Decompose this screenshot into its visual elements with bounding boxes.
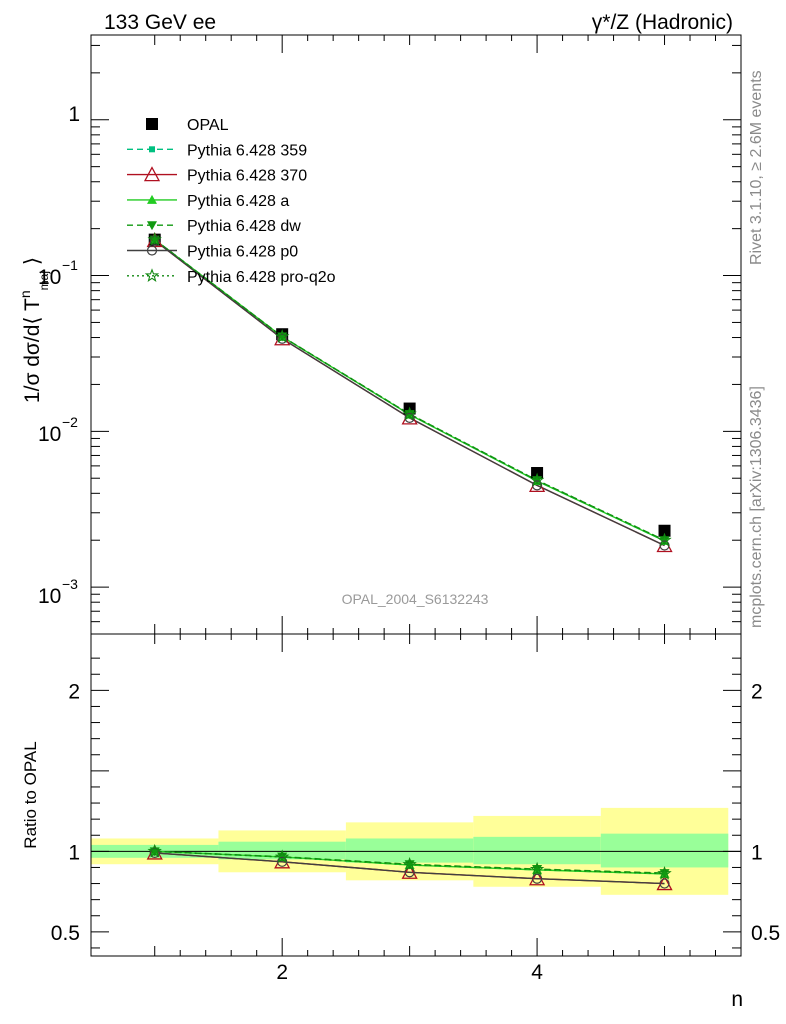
main-point-pythia-6-428-pro-q2o-2: [275, 329, 290, 343]
ylabel-part-sub: maj: [37, 271, 51, 290]
header-left: 133 GeV ee: [104, 11, 216, 34]
ratio-y-tick-label-left: 1: [68, 841, 80, 864]
main-y-tick-labels: 1 10 −1 10 −2 10 −3: [38, 103, 80, 608]
main-point-pythia-6-428-p0-5: [659, 540, 670, 551]
main-point-opal-5: [658, 524, 671, 537]
ratio-point-pythia-6-428-370-5: [656, 875, 673, 891]
legend-label-pythia-6-428-dw: Pythia 6.428 dw: [187, 218, 301, 235]
y-tick-label-10-m1-exp: −1: [62, 257, 78, 273]
ratio-point-pythia-6-428-pro-q2o-2: [275, 849, 290, 864]
ratio-point-pythia-6-428-pro-q2o-4: [529, 861, 545, 876]
legend: OPAL Pythia 6.428 359 Pythia 6.428 370 Pyth…: [127, 117, 336, 286]
series-markers: [146, 231, 673, 891]
legend-marker-opal: [146, 118, 158, 130]
ratio-point-pythia-6-428-p0-2: [277, 856, 288, 867]
ratio-tick-labels: 0.5 0.5 1 1 2 2 2 4: [51, 680, 780, 984]
x-axis-label: n: [731, 988, 743, 1011]
y-tick-label-10-m1-base: 10: [38, 266, 61, 289]
y-tick-label-10-m2-base: 10: [38, 423, 61, 446]
y-tick-label-10-m3-base: 10: [38, 585, 61, 608]
ratio-point-pythia-6-428-p0-5: [659, 878, 670, 889]
ratio-point-pythia-6-428-p0-3: [404, 867, 415, 878]
ylabel-part-main: 1/σ dσ/d⟨ T: [21, 298, 44, 403]
main-point-pythia-6-428-p0-2: [277, 333, 288, 344]
main-point-pythia-6-428-p0-4: [531, 480, 543, 491]
ratio-y-axis-label: Ratio to OPAL: [21, 741, 40, 848]
ratio-y-tick-label-right: 0.5: [751, 922, 780, 945]
main-point-pythia-6-428-pro-q2o-4: [529, 472, 545, 487]
main-point-pythia-6-428-pro-q2o-1: [147, 231, 162, 246]
y-tick-label-1: 1: [68, 103, 80, 126]
side-text-rivet: Rivet 3.1.10, ≥ 2.6M events: [748, 70, 765, 265]
ratio-y-tick-label-right: 1: [751, 841, 763, 864]
ratio-point-pythia-6-428-370-3: [401, 863, 418, 879]
legend-marker-pythia-6-428-dw: [147, 221, 157, 231]
legend-label-opal: OPAL: [187, 117, 229, 134]
ratio-line-pythia-6-428-p0: [154, 852, 665, 885]
ratio-point-pythia-6-428-370-1: [146, 844, 163, 860]
main-point-pythia-6-428-pro-q2o-3: [402, 406, 417, 421]
main-y-axis-label: 1/σ dσ/d⟨ Tnmaj ⟩: [17, 257, 51, 403]
legend-label-pythia-6-428-pro-q2o: Pythia 6.428 pro-q2o: [187, 269, 336, 286]
main-point-pythia-6-428-p0-1: [149, 235, 160, 246]
header-right: γ*/Z (Hadronic): [592, 11, 733, 34]
ratio-point-pythia-6-428-p0-1: [149, 847, 160, 859]
main-line-pythia-6-428-p0: [154, 239, 665, 547]
ratio-y-tick-label-right: 2: [751, 680, 763, 703]
svg-text:1/σ dσ/d⟨ Tnmaj ⟩: 1/σ dσ/d⟨ Tnmaj ⟩: [17, 257, 51, 403]
main-line-pythia-6-428-370: [154, 239, 665, 547]
ylabel-part-close: ⟩: [21, 257, 44, 271]
legend-marker-pythia-6-428-359: [149, 146, 155, 153]
plot-frames: [90, 34, 742, 957]
band-inner-bin-5: [600, 833, 729, 868]
axis-ticks: [91, 35, 741, 956]
legend-label-pythia-6-428-a: Pythia 6.428 a: [187, 193, 289, 210]
ratio-point-pythia-6-428-pro-q2o-5: [657, 866, 672, 880]
ratio-point-pythia-6-428-pro-q2o-1: [147, 843, 162, 858]
legend-label-pythia-6-428-p0: Pythia 6.428 p0: [187, 244, 298, 261]
ratio-point-pythia-6-428-p0-4: [531, 873, 543, 884]
ratio-plot-frame: [90, 633, 742, 957]
y-tick-label-10-m2-exp: −2: [62, 414, 78, 430]
x-tick-label-2: 2: [276, 961, 288, 984]
band-inner-bin-4: [473, 836, 601, 865]
legend-label-pythia-6-428-370: Pythia 6.428 370: [187, 168, 307, 185]
ratio-point-pythia-6-428-370-4: [528, 870, 546, 886]
legend-marker-pythia-6-428-pro-q2o: [144, 268, 160, 282]
analysis-watermark: OPAL_2004_S6132243: [342, 591, 489, 607]
legend-marker-pythia-6-428-a: [147, 194, 157, 204]
main-line-pythia-6-428-pro-q2o: [154, 239, 665, 541]
x-tick-label-4: 4: [531, 961, 543, 984]
ratio-y-tick-label-left: 0.5: [51, 922, 80, 945]
ratio-point-pythia-6-428-pro-q2o-3: [402, 857, 417, 871]
main-point-pythia-6-428-pro-q2o-5: [657, 532, 672, 547]
legend-marker-pythia-6-428-370: [143, 166, 161, 182]
legend-marker-pythia-6-428-p0: [146, 245, 158, 256]
ratio-y-tick-label-left: 2: [68, 680, 80, 703]
side-text-mcplots: mcplots.cern.ch [arXiv:1306.3436]: [748, 386, 765, 628]
legend-label-pythia-6-428-359: Pythia 6.428 359: [187, 142, 307, 159]
main-point-pythia-6-428-p0-3: [404, 412, 415, 423]
ylabel-part-sup: n: [17, 290, 33, 298]
y-tick-label-10-m3-exp: −3: [62, 576, 78, 592]
